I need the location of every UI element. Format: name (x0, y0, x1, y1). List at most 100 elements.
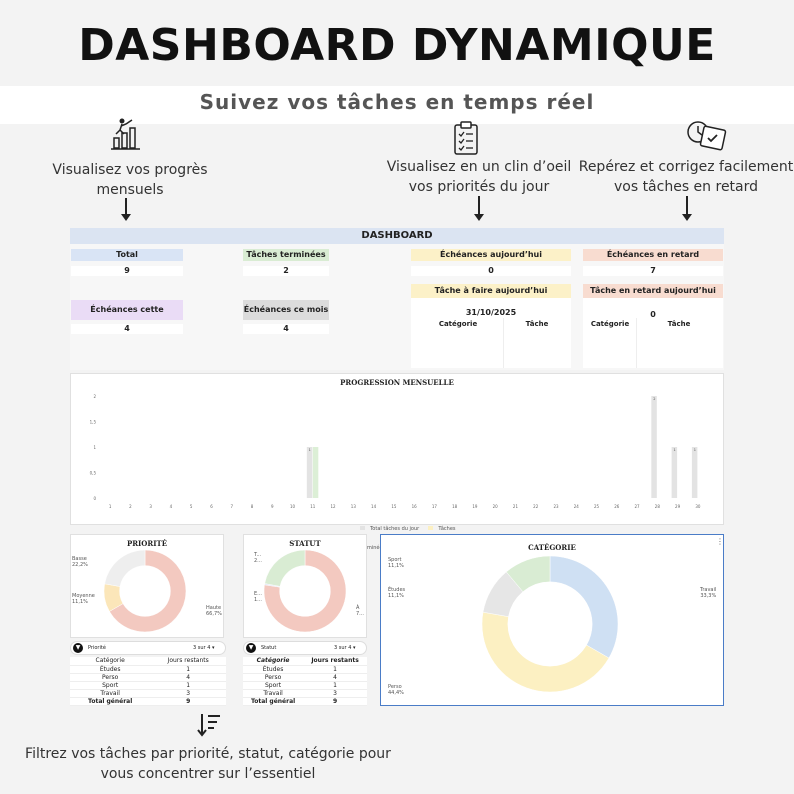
status-chart-title: STATUT (289, 539, 321, 548)
category-label-perso-name: Perso (388, 684, 402, 690)
priority-label-moyenne: Moyenne 11,1% (72, 593, 95, 605)
more-options-icon[interactable]: ⋮ (716, 537, 724, 546)
callout-filter: Filtrez vos tâches par priorité, statut,… (25, 746, 391, 782)
arrow-progress (125, 198, 127, 214)
kpi-due-today-label: Échéances aujourd’hui (411, 249, 571, 261)
pivot-total-row: Total général 9 (70, 697, 226, 706)
growth-chart-icon (108, 116, 144, 152)
dashboard-header: DASHBOARD (70, 228, 724, 244)
kpi-late-value: 7 (583, 266, 723, 276)
hero-subtitle: Suivez vos tâches en temps réel (199, 90, 595, 114)
kpi-month-label: Échéances ce mois (243, 300, 329, 320)
donut-slice (549, 555, 619, 659)
category-label-etudes: Études 11,1% (388, 587, 405, 599)
x-tick-label: 3 (149, 504, 152, 509)
kpi-total-value: 9 (71, 266, 183, 276)
donut-slice (109, 549, 187, 633)
category-label-travail: Travail 33,3% (700, 587, 716, 599)
subtitle-band (0, 86, 794, 124)
legend-total: Total tâches du jour (370, 526, 420, 532)
pivot-cell: Sport (70, 681, 151, 690)
priority-label-moyenne-name: Moyenne (72, 593, 95, 599)
x-tick-label: 12 (331, 504, 337, 509)
legend-swatch-done (428, 526, 434, 530)
priority-label-haute-pct: 66,7% (206, 611, 222, 617)
status-label-e-name: E... (254, 591, 262, 597)
status-filter[interactable]: ▼ Statut 3 sur 4 ▾ (243, 641, 367, 655)
category-label-travail-name: Travail (700, 587, 717, 593)
today-tasks-col-task: Tâche (525, 320, 549, 328)
arrowhead-late (682, 214, 692, 221)
x-tick-label: 11 (310, 504, 316, 509)
status-label-a-pct: 7... (356, 611, 364, 617)
x-tick-label: 13 (351, 504, 357, 509)
pivot-total-label: Total général (70, 697, 151, 706)
priority-filter[interactable]: ▼ Priorité 3 sur 4 ▾ (70, 641, 226, 655)
donut-slice (263, 549, 347, 633)
late-tasks-panel (583, 284, 723, 368)
sort-filter-icon (196, 712, 222, 738)
pivot-cell: 1 (303, 681, 367, 690)
filter-funnel-icon: ▼ (73, 643, 83, 653)
category-chart-title: CATÉGORIE (528, 543, 576, 552)
pivot-cell: 1 (150, 665, 226, 674)
donut-slice (505, 555, 551, 593)
today-tasks-divider (503, 318, 504, 368)
kpi-late-label: Échéances en retard (583, 249, 723, 261)
y-tick-label: 1,5 (90, 420, 97, 425)
progression-chart-panel (70, 373, 724, 525)
arrow-priorities (478, 196, 480, 214)
donut-slice (104, 549, 146, 587)
x-tick-label: 6 (210, 504, 213, 509)
bar (312, 447, 319, 498)
pivot-cell: 4 (303, 673, 367, 682)
pivot-header-days: Jours restants (150, 657, 226, 666)
table-row: Perso 4 (70, 673, 226, 682)
category-label-etudes-name: Études (388, 587, 406, 593)
status-filter-count[interactable]: 3 sur 4 ▾ (334, 645, 356, 651)
late-tasks-label: Tâche en retard aujourd’hui (583, 284, 723, 298)
table-row: Travail 3 (70, 689, 226, 698)
y-tick-label: 1 (93, 445, 96, 450)
category-label-sport-name: Sport (388, 557, 402, 563)
category-label-etudes-pct: 11,1% (388, 593, 404, 599)
x-tick-label: 5 (190, 504, 193, 509)
hero-title: DASHBOARD DYNAMIQUE (78, 20, 716, 71)
x-tick-label: 1 (109, 504, 112, 509)
pivot-total-value: 9 (303, 697, 367, 706)
pivot-cell: Travail (243, 689, 304, 698)
x-tick-label: 9 (271, 504, 274, 509)
priority-donut (103, 549, 187, 633)
kpi-due-today-value: 0 (411, 266, 571, 276)
donut-slice (264, 549, 306, 587)
late-tasks-value: 0 (650, 310, 656, 319)
pivot-header-row: Catégorie Jours restants (70, 657, 226, 666)
kpi-total-label: Total (71, 249, 183, 261)
priority-label-basse-name: Basse (72, 556, 87, 562)
status-pivot-table: Catégorie Jours restants Études 1 Perso 4 S… (243, 657, 367, 706)
category-donut (481, 555, 619, 693)
x-tick-label: 29 (675, 504, 681, 509)
clock-calendar-icon (686, 118, 728, 154)
pivot-cell: 1 (303, 665, 367, 674)
filter-funnel-icon: ▼ (246, 643, 256, 653)
pivot-cell: Études (70, 665, 151, 674)
status-label-a: À 7... (356, 605, 364, 617)
pivot-cell: 3 (150, 689, 226, 698)
x-tick-label: 16 (412, 504, 418, 509)
priority-label-moyenne-pct: 11,1% (72, 599, 88, 605)
late-tasks-divider (636, 318, 637, 368)
legend-swatch-total (360, 526, 365, 530)
pivot-cell: Sport (243, 681, 304, 690)
priority-filter-count[interactable]: 3 sur 4 ▾ (193, 645, 215, 651)
callout-priorities: Visualisez en un clin d’oeil vos priorit… (386, 159, 572, 195)
x-tick-label: 20 (493, 504, 499, 509)
category-label-sport: Sport 11,1% (388, 557, 404, 569)
pivot-total-row: Total général 9 (243, 697, 367, 706)
bar (306, 447, 313, 498)
progression-chart-title: PROGRESSION MENSUELLE (340, 378, 454, 387)
status-label-t: T... 2... (254, 552, 262, 564)
pivot-total-label: Total général (243, 697, 304, 706)
pivot-header-category: Catégorie (243, 657, 304, 666)
arrow-late (686, 196, 688, 214)
